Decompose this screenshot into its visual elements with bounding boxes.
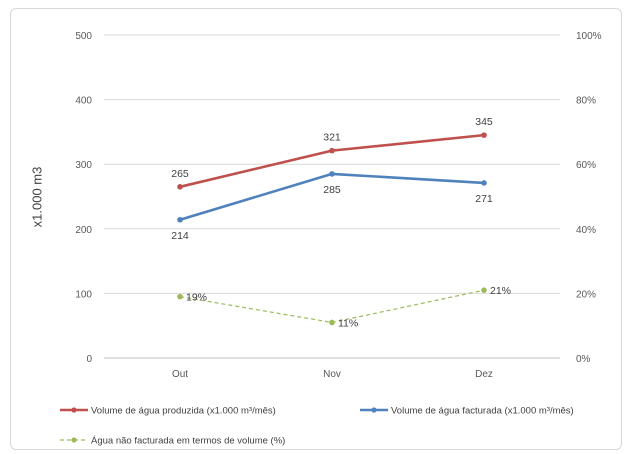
data-point <box>177 216 183 223</box>
series-line <box>179 172 485 222</box>
legend-item: Volume de água facturada (x1.000 m³/mês) <box>360 406 574 417</box>
data-label: 19% <box>186 292 207 304</box>
legend-item: Água não facturada em termos de volume (… <box>60 436 285 447</box>
y-axis-title: x1.000 m3 <box>29 167 44 228</box>
legend-marker <box>71 437 77 443</box>
legend: Volume de água produzida (x1.000 m³/mês)… <box>60 406 574 447</box>
y2-tick-label: 100% <box>576 31 602 42</box>
data-point <box>481 132 487 138</box>
y2-tick-label: 40% <box>576 225 596 236</box>
gridlines <box>104 34 560 359</box>
legend-label: Volume de água produzida (x1.000 m³/mês) <box>91 406 276 417</box>
y-axis-right: 0% 20% 40% 60% 80% 100% <box>576 31 602 365</box>
data-label: 271 <box>475 193 493 205</box>
data-point <box>329 171 335 177</box>
data-label: 21% <box>490 285 511 297</box>
data-label: 214 <box>171 230 189 242</box>
legend-marker <box>371 407 377 413</box>
data-label: 285 <box>323 184 341 196</box>
legend-marker <box>71 407 77 413</box>
y2-tick-label: 60% <box>576 160 596 171</box>
data-point <box>329 319 335 326</box>
y2-tick-label: 20% <box>576 289 596 300</box>
x-axis: Out Nov Dez <box>172 369 493 380</box>
legend-item: Volume de água produzida (x1.000 m³/mês) <box>60 406 276 417</box>
series-layer: 265 321 345 214 285 271 19% 11% 21% <box>171 116 511 329</box>
series-1: 265 321 345 <box>171 116 493 190</box>
data-label: 321 <box>323 132 341 144</box>
y-tick-label: 500 <box>75 31 92 42</box>
y2-tick-label: 80% <box>576 96 596 107</box>
y2-tick-label: 0% <box>576 354 591 365</box>
y-tick-label: 100 <box>75 289 92 300</box>
y-tick-label: 400 <box>75 96 92 107</box>
data-point <box>481 287 487 293</box>
legend-label: Água não facturada em termos de volume (… <box>91 436 285 447</box>
series-3: 19% 11% 21% <box>177 285 511 329</box>
y-axis-left: 0 100 200 300 400 500 <box>75 31 92 365</box>
data-label: 345 <box>475 116 493 128</box>
data-point <box>481 180 487 186</box>
series-line <box>179 289 485 324</box>
x-tick-label: Out <box>172 369 188 380</box>
series-2: 214 285 271 <box>171 171 493 242</box>
data-point <box>329 147 335 154</box>
x-tick-label: Dez <box>475 369 493 380</box>
data-label: 11% <box>338 317 358 329</box>
data-point <box>177 293 183 300</box>
y-tick-label: 0 <box>86 354 92 365</box>
y-tick-label: 300 <box>75 160 92 171</box>
y-tick-label: 200 <box>75 225 92 236</box>
legend-label: Volume de água facturada (x1.000 m³/mês) <box>391 406 574 417</box>
data-point <box>177 184 183 190</box>
x-tick-label: Nov <box>323 369 341 380</box>
data-label: 265 <box>171 168 189 180</box>
